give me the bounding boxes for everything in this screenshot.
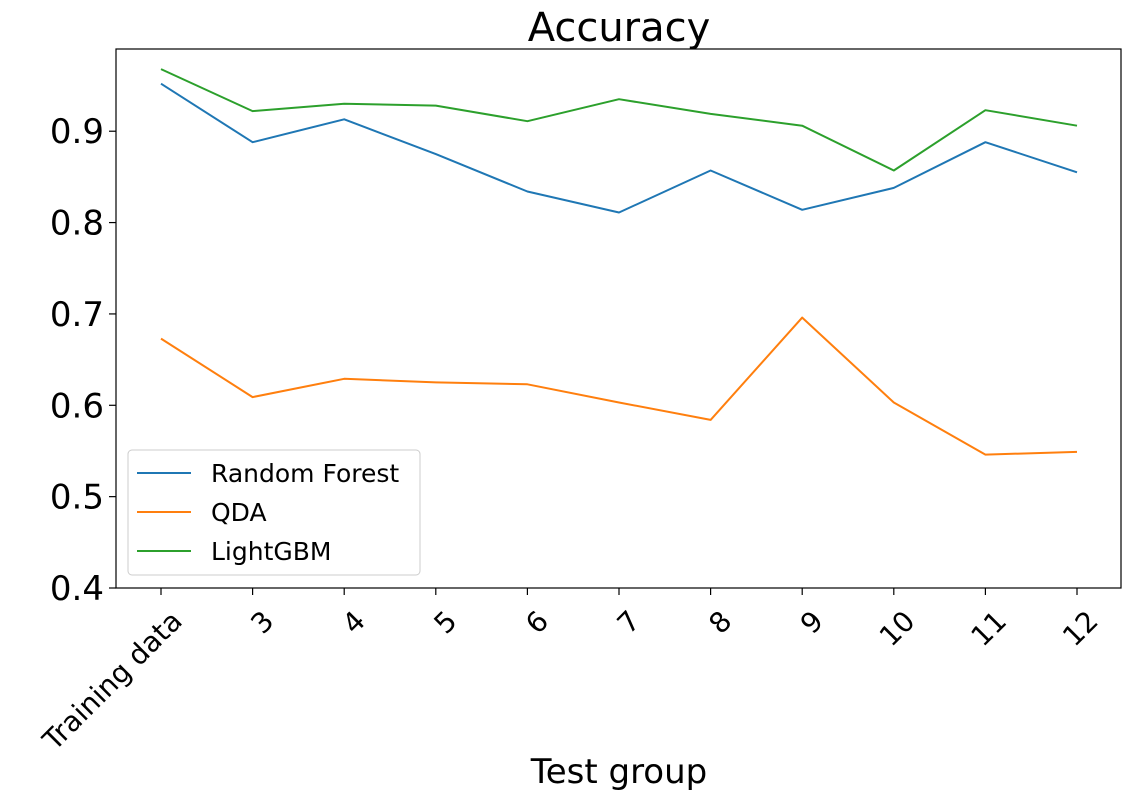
x-axis-title: Test group [530, 752, 708, 792]
x-tick-label: 4 [336, 604, 372, 640]
x-tick-label: 12 [1056, 604, 1105, 653]
y-tick-label: 0.4 [50, 569, 104, 609]
y-tick-label: 0.8 [50, 204, 104, 244]
legend-label: Random Forest [211, 459, 399, 488]
series-lines [160, 68, 1078, 456]
x-tick-label: 9 [794, 604, 830, 640]
x-tick-label: 8 [702, 604, 738, 640]
x-tick-label: 5 [428, 604, 464, 640]
chart-title: Accuracy [528, 5, 711, 51]
y-tick-label: 0.5 [50, 478, 104, 518]
x-tick-label: Training data [36, 604, 189, 757]
legend-box [127, 449, 421, 576]
y-axis: 0.4 0.5 0.6 0.7 0.8 0.9 [50, 112, 116, 609]
x-tick-label: 3 [244, 604, 280, 640]
series-line-lightgbm [160, 68, 1078, 172]
series-line-qda [160, 316, 1078, 456]
legend-label: QDA [211, 498, 267, 527]
x-tick-label: 6 [519, 604, 555, 640]
x-tick-label: 11 [965, 604, 1014, 653]
x-tick-label: 7 [611, 604, 647, 640]
x-axis: Training data 3 4 5 6 7 8 9 10 11 12 [36, 588, 1105, 757]
series-line-random-forest [160, 82, 1078, 214]
y-tick-label: 0.7 [50, 295, 104, 335]
legend-label: LightGBM [211, 537, 331, 566]
x-tick-label: 10 [873, 604, 922, 653]
y-tick-label: 0.9 [50, 112, 104, 152]
legend: Random Forest QDA LightGBM [127, 449, 421, 576]
y-tick-label: 0.6 [50, 386, 104, 426]
